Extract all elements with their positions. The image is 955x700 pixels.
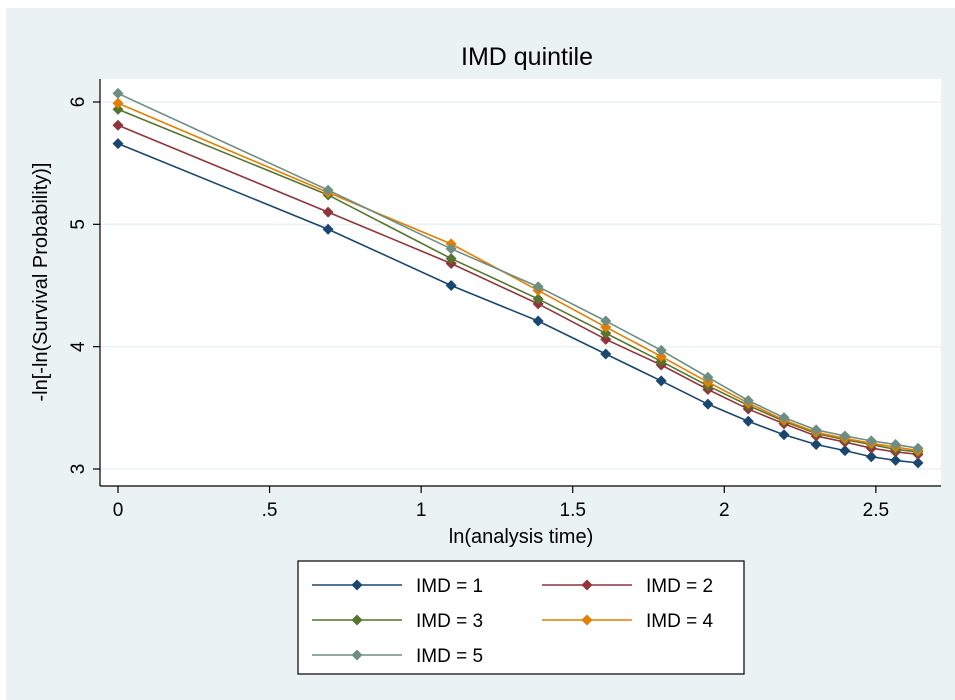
legend-label: IMD = 1 (416, 576, 483, 597)
x-tick-label: .5 (262, 500, 278, 521)
data-point (778, 412, 790, 424)
legend-swatch-marker (581, 614, 593, 626)
x-tick-label: 1 (416, 500, 427, 521)
data-point (655, 350, 667, 362)
data-point (742, 415, 754, 427)
data-point (112, 119, 124, 131)
data-point (532, 315, 544, 327)
x-tick-label: 0 (113, 500, 124, 521)
x-tick-label: 2 (719, 500, 730, 521)
data-point (600, 348, 612, 360)
data-point (865, 435, 877, 447)
x-axis-title: ln(analysis time) (449, 526, 593, 548)
data-point (532, 293, 544, 305)
legend: IMD = 1 IMD = 2 IMD = 3 IMD = 4 IMD = 5 (297, 560, 745, 675)
data-point (112, 87, 124, 99)
data-point (600, 315, 612, 327)
legend-swatch-marker (351, 579, 363, 591)
data-point (810, 424, 822, 436)
legend-label: IMD = 4 (646, 611, 713, 632)
y-tick-label: 3 (68, 464, 89, 475)
data-point (322, 223, 334, 235)
legend-swatch-marker (351, 614, 363, 626)
legend-item-imd-4: IMD = 4 (542, 611, 713, 632)
data-point (890, 454, 902, 466)
series-imd-1 (112, 138, 924, 469)
grid-lines (100, 101, 941, 470)
y-tick-label: 6 (68, 97, 89, 108)
data-point (912, 442, 924, 454)
legend-item-imd-5: IMD = 5 (312, 646, 483, 667)
data-point (655, 375, 667, 387)
x-tick-label: 2.5 (863, 500, 889, 521)
data-point (600, 333, 612, 345)
series-imd-5 (112, 87, 924, 454)
data-point (112, 97, 124, 109)
legend-swatch-marker (351, 649, 363, 661)
legend-label: IMD = 3 (416, 611, 483, 632)
legend-label: IMD = 2 (646, 576, 713, 597)
data-point (322, 206, 334, 218)
data-point (702, 398, 714, 410)
data-point (912, 457, 924, 469)
legend-swatch-marker (581, 579, 593, 591)
y-axis-title: -ln[-ln(Survival Probability)] (30, 163, 52, 402)
data-point (655, 344, 667, 356)
legend-label: IMD = 5 (416, 646, 483, 667)
data-point (445, 253, 457, 265)
legend-item-imd-1: IMD = 1 (312, 576, 483, 597)
data-point (112, 103, 124, 115)
data-point (778, 429, 790, 441)
legend-item-imd-3: IMD = 3 (312, 611, 483, 632)
x-tick-label: 1.5 (560, 500, 586, 521)
series-layer (112, 87, 924, 469)
data-point (742, 394, 754, 406)
data-point (600, 321, 612, 333)
chart-title: IMD quintile (461, 43, 593, 71)
data-point (839, 445, 851, 457)
data-point (839, 430, 851, 442)
data-point (600, 327, 612, 339)
data-point (445, 243, 457, 255)
data-point (810, 439, 822, 451)
plot-area (100, 79, 941, 486)
data-point (702, 371, 714, 383)
data-point (890, 439, 902, 451)
legend-item-imd-2: IMD = 2 (542, 576, 713, 597)
axes: 0 .5 1 1.5 2 2.5 3 4 5 6 (68, 79, 941, 521)
y-tick-label: 5 (68, 219, 89, 230)
data-point (865, 451, 877, 463)
data-point (112, 138, 124, 150)
data-point (532, 281, 544, 293)
data-point (445, 280, 457, 291)
data-point (322, 184, 334, 196)
y-tick-label: 4 (68, 341, 89, 352)
